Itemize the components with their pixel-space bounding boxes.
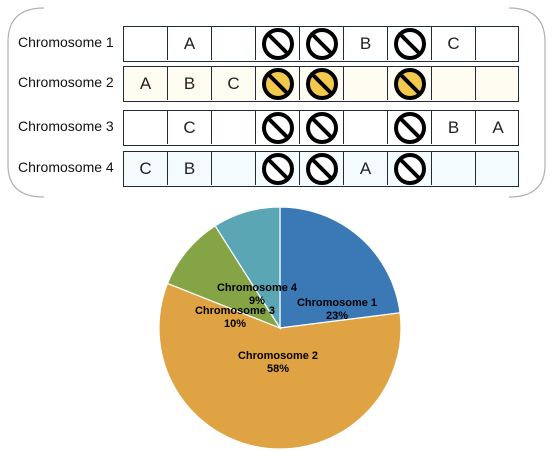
- no-entry-icon: [388, 111, 432, 144]
- gene-cell: A: [344, 152, 388, 185]
- no-entry-icon: [300, 111, 344, 144]
- no-entry-icon: [300, 27, 344, 60]
- gene-cell: A: [168, 27, 212, 60]
- no-entry-icon: [256, 111, 300, 144]
- empty-cell: [124, 111, 168, 144]
- no-entry-icon: [256, 27, 300, 60]
- empty-cell: [476, 152, 520, 185]
- gene-cell: B: [344, 27, 388, 60]
- empty-cell: [212, 27, 256, 60]
- gene-cell: C: [432, 27, 476, 60]
- empty-cell: [432, 67, 476, 100]
- slice-percent-label: 23%: [326, 310, 348, 322]
- empty-cell: [212, 111, 256, 144]
- chromosome-label: Chromosome 4: [18, 159, 114, 175]
- empty-cell: [124, 27, 168, 60]
- gene-cell: C: [212, 67, 256, 100]
- slice-percent-label: 9%: [249, 295, 265, 307]
- chromosome-strip: A B C: [123, 26, 519, 62]
- empty-cell: [212, 152, 256, 185]
- gene-cell: C: [124, 152, 168, 185]
- gene-cell: B: [432, 111, 476, 144]
- no-entry-icon: [388, 27, 432, 60]
- chromosome-label: Chromosome 2: [18, 74, 114, 90]
- no-entry-icon: [388, 67, 432, 100]
- no-entry-icon: [388, 152, 432, 185]
- empty-cell: [344, 67, 388, 100]
- pie-chart: Chromosome 123% Chromosome 258% Chromosome…: [0, 200, 553, 451]
- gene-cell: B: [168, 152, 212, 185]
- empty-cell: [476, 27, 520, 60]
- gene-cell: A: [476, 111, 520, 144]
- gene-cell: C: [168, 111, 212, 144]
- gene-cell: B: [168, 67, 212, 100]
- chromosome-row: Chromosome 1 A B C: [0, 26, 553, 62]
- chromosome-panel: Chromosome 1 A B C Chromosome 2 A B C Chromosome…: [0, 0, 553, 200]
- no-entry-icon: [300, 67, 344, 100]
- no-entry-icon: [300, 152, 344, 185]
- gene-cell: A: [124, 67, 168, 100]
- empty-cell: [432, 152, 476, 185]
- no-entry-icon: [256, 152, 300, 185]
- slice-percent-label: 58%: [267, 363, 289, 375]
- empty-cell: [344, 111, 388, 144]
- slice-name-label: Chromosome 1: [297, 297, 377, 309]
- slice-percent-label: 10%: [224, 318, 246, 330]
- no-entry-icon: [256, 67, 300, 100]
- empty-cell: [476, 67, 520, 100]
- chromosome-label: Chromosome 1: [18, 34, 114, 50]
- slice-name-label: Chromosome 2: [238, 350, 318, 362]
- slice-name-label: Chromosome 4: [217, 282, 298, 294]
- chromosome-label: Chromosome 3: [18, 118, 114, 134]
